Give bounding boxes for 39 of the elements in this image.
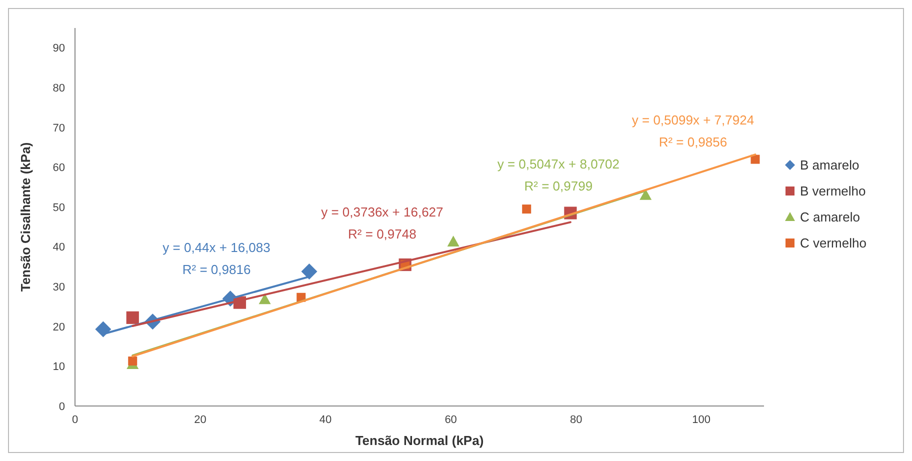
x-tick-label: 60 xyxy=(444,414,457,426)
y-tick-label: 0 xyxy=(58,400,65,413)
legend-label: C amarelo xyxy=(800,210,860,225)
x-tick-label: 0 xyxy=(72,414,78,426)
y-tick-label: 10 xyxy=(52,361,65,374)
point xyxy=(522,204,532,214)
y-tick-label: 90 xyxy=(52,42,65,55)
annotation: y = 0,3736x + 16,627 xyxy=(321,204,444,220)
y-tick-label: 50 xyxy=(52,202,65,214)
point xyxy=(750,154,760,164)
y-tick-label: 80 xyxy=(52,82,65,95)
legend-label: C vermelho xyxy=(800,236,866,251)
point xyxy=(95,321,112,338)
y-tick-label: 70 xyxy=(52,122,65,134)
point xyxy=(447,236,460,246)
point xyxy=(126,311,139,324)
y-tick-label: 60 xyxy=(52,162,65,174)
annotation: y = 0,5099x + 7,7924 xyxy=(632,112,754,128)
x-tick-label: 100 xyxy=(692,414,711,426)
annotation: y = 0,44x + 16,083 xyxy=(162,240,270,256)
point xyxy=(640,189,652,200)
legend-label: B vermelho xyxy=(800,184,866,199)
annotation: R² = 0,9816 xyxy=(182,262,251,278)
annotation: R² = 0,9799 xyxy=(524,178,593,194)
point xyxy=(258,293,271,304)
point xyxy=(128,356,138,366)
x-axis-title: Tensão Normal (kPa) xyxy=(355,433,484,448)
y-tick-label: 30 xyxy=(52,281,65,294)
x-tick-label: 40 xyxy=(319,414,332,426)
legend-label: B amarelo xyxy=(800,158,860,173)
y-tick-label: 20 xyxy=(52,321,65,334)
point xyxy=(301,264,318,280)
annotation: y = 0,5047x + 8,0702 xyxy=(497,156,620,172)
annotation: R² = 0,9856 xyxy=(658,134,728,150)
y-tick-label: 40 xyxy=(52,242,65,254)
annotation: R² = 0,9748 xyxy=(348,226,416,242)
y-axis-title: Tensão Cisalhante (kPa) xyxy=(18,142,33,292)
x-tick-label: 20 xyxy=(194,414,206,426)
x-tick-label: 80 xyxy=(570,414,582,426)
